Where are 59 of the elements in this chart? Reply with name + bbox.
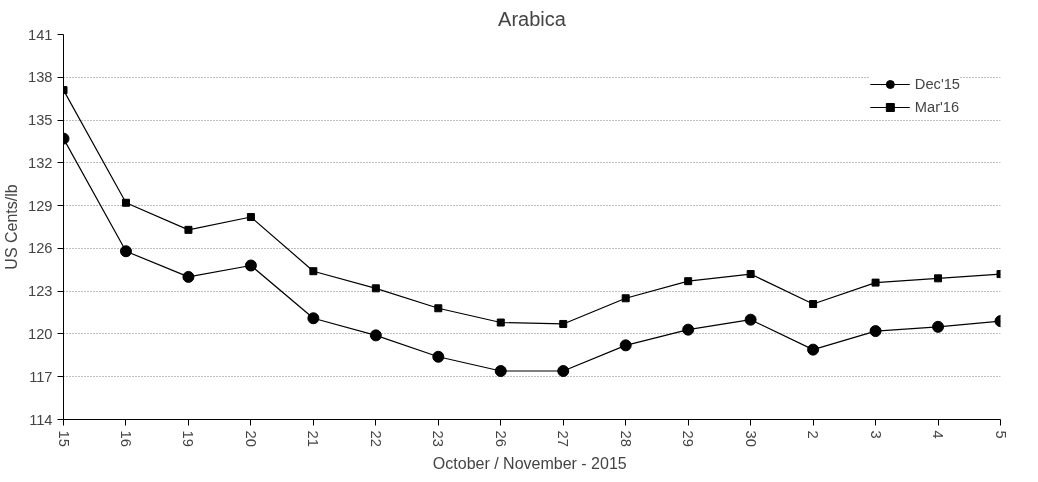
point	[184, 225, 193, 234]
point	[246, 213, 255, 222]
x-tick-label: 26	[492, 430, 509, 447]
y-tick-label: 120	[28, 325, 53, 342]
point	[619, 339, 632, 352]
x-tick-label: 30	[742, 430, 759, 447]
point	[871, 278, 880, 287]
y-tick-label: 141	[28, 26, 53, 43]
point	[684, 277, 693, 286]
point	[557, 365, 570, 378]
point	[621, 294, 630, 303]
point	[869, 325, 882, 338]
chart-title: Arabica	[498, 7, 567, 30]
point	[307, 312, 320, 325]
point	[746, 270, 755, 279]
x-tick-label: 22	[367, 430, 384, 447]
x-tick-label: 29	[680, 430, 697, 447]
y-tick-label: 123	[28, 283, 53, 300]
point	[807, 343, 820, 356]
point	[434, 304, 443, 313]
point	[682, 323, 695, 336]
point	[559, 319, 568, 328]
x-tick-label: 27	[555, 430, 572, 447]
point	[494, 365, 507, 378]
y-tick-label: 117	[29, 368, 53, 385]
x-tick-label: 21	[305, 430, 322, 447]
point	[744, 313, 757, 326]
x-tick-label: 3	[867, 430, 884, 439]
x-axis-title: October / November - 2015	[432, 454, 627, 472]
point	[934, 274, 943, 283]
x-tick-label: 23	[430, 430, 447, 447]
point	[309, 267, 318, 276]
x-tick-label: 4	[930, 430, 947, 439]
x-tick-label: 28	[617, 430, 634, 447]
point	[244, 259, 257, 272]
x-tick-label: 19	[180, 430, 197, 447]
point	[119, 245, 132, 258]
legend-label: Mar'16	[914, 99, 960, 115]
x-tick-label: 5	[992, 430, 1009, 439]
point	[932, 320, 945, 333]
point	[371, 284, 380, 293]
y-tick-label: 135	[28, 112, 53, 129]
x-tick-label: 16	[117, 430, 134, 447]
point	[496, 318, 505, 327]
y-tick-label: 138	[28, 69, 53, 86]
y-tick-label: 132	[28, 154, 53, 171]
y-tick-label: 126	[28, 240, 53, 257]
point	[432, 350, 445, 363]
point	[182, 270, 195, 283]
x-tick-label: 20	[242, 430, 259, 447]
y-axis-title: US Cents/lb	[3, 184, 21, 270]
y-tick-label: 114	[29, 411, 53, 428]
point	[809, 300, 818, 308]
x-tick-label: 2	[805, 430, 822, 439]
legend-label: Dec'15	[914, 76, 960, 92]
y-tick-label: 129	[28, 197, 53, 214]
x-tick-label: 15	[55, 430, 72, 447]
point	[369, 329, 382, 342]
point	[121, 198, 130, 207]
